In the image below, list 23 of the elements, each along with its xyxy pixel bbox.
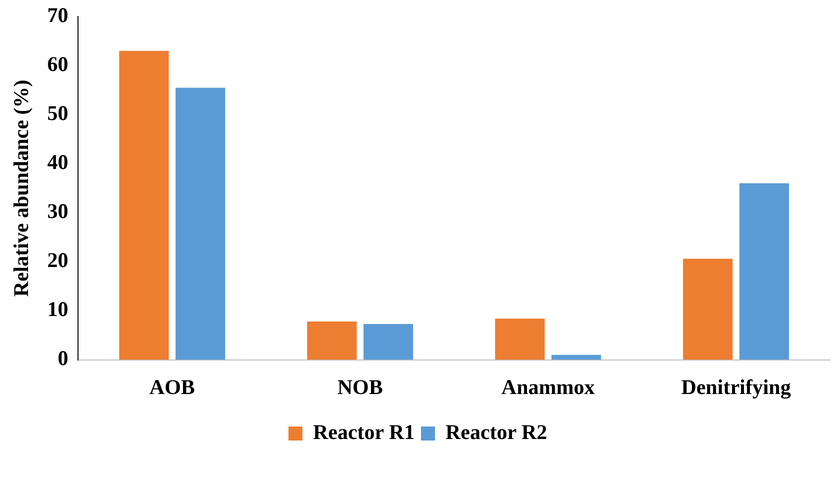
- y-tick-label: 60: [47, 52, 68, 76]
- bar: [119, 50, 169, 360]
- bar: [307, 322, 357, 360]
- legend-label: Reactor R2: [446, 420, 548, 444]
- x-tick-label: Anammox: [501, 374, 596, 399]
- y-tick-label: 70: [47, 3, 68, 28]
- y-tick-label: 0: [58, 346, 68, 370]
- x-tick-label: Denitrifying: [681, 374, 792, 399]
- bar: [551, 354, 602, 360]
- y-tick-label: 30: [47, 199, 68, 224]
- bar: [739, 183, 790, 360]
- x-tick-label: AOB: [149, 374, 195, 399]
- bar: [176, 88, 226, 360]
- y-axis-title: Relative abundance (%): [9, 80, 34, 297]
- bar: [364, 324, 414, 360]
- x-tick-label: NOB: [337, 374, 383, 399]
- bar: [683, 258, 733, 360]
- bar: [495, 318, 545, 360]
- y-tick-label: 50: [47, 101, 68, 126]
- legend-label: Reactor R1: [312, 420, 415, 444]
- y-tick-label: 40: [47, 150, 68, 174]
- y-tick-label: 20: [47, 248, 68, 272]
- y-tick-label: 10: [47, 297, 68, 322]
